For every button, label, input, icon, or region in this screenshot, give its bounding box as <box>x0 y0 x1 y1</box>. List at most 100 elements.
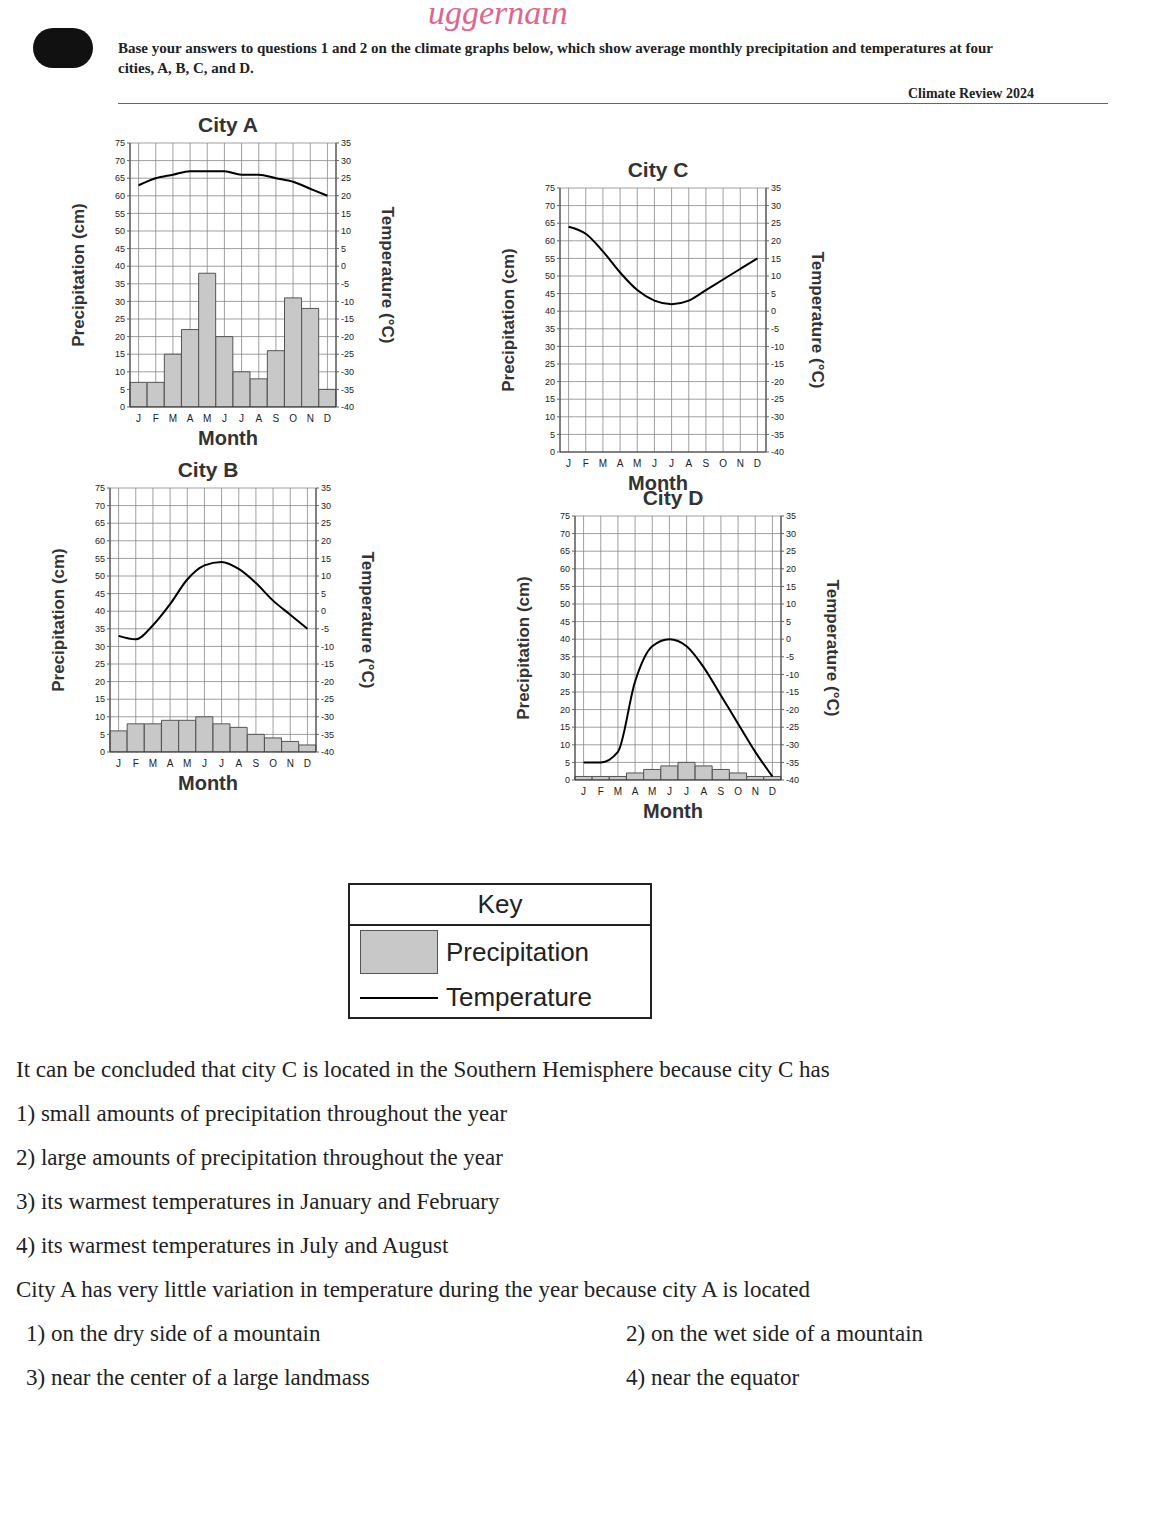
svg-text:70: 70 <box>545 201 555 211</box>
svg-text:30: 30 <box>786 529 796 539</box>
svg-text:-5: -5 <box>321 624 329 634</box>
svg-text:10: 10 <box>545 412 555 422</box>
svg-text:F: F <box>153 413 159 424</box>
svg-text:35: 35 <box>786 511 796 521</box>
svg-text:5: 5 <box>565 758 570 768</box>
svg-text:Temperature (°C): Temperature (°C) <box>823 580 842 717</box>
svg-text:35: 35 <box>560 652 570 662</box>
svg-text:55: 55 <box>115 209 125 219</box>
svg-text:65: 65 <box>545 218 555 228</box>
svg-text:M: M <box>648 786 656 797</box>
svg-text:30: 30 <box>545 342 555 352</box>
svg-text:A: A <box>167 758 174 769</box>
svg-text:-40: -40 <box>786 775 799 785</box>
svg-text:-20: -20 <box>321 677 334 687</box>
svg-text:Temperature (°C): Temperature (°C) <box>808 252 827 389</box>
svg-text:5: 5 <box>550 430 555 440</box>
svg-text:15: 15 <box>321 554 331 564</box>
svg-text:F: F <box>598 786 604 797</box>
svg-text:J: J <box>239 413 244 424</box>
svg-text:J: J <box>202 758 207 769</box>
svg-text:0: 0 <box>120 402 125 412</box>
svg-text:40: 40 <box>115 261 125 271</box>
svg-text:-5: -5 <box>786 652 794 662</box>
svg-text:J: J <box>219 758 224 769</box>
svg-text:55: 55 <box>95 554 105 564</box>
svg-text:Precipitation (cm): Precipitation (cm) <box>69 203 88 347</box>
svg-text:-35: -35 <box>341 385 354 395</box>
svg-text:J: J <box>581 786 586 797</box>
svg-text:50: 50 <box>545 271 555 281</box>
svg-text:J: J <box>669 458 674 469</box>
svg-text:60: 60 <box>95 536 105 546</box>
svg-text:15: 15 <box>771 254 781 264</box>
svg-text:D: D <box>304 758 311 769</box>
svg-text:O: O <box>719 458 727 469</box>
svg-text:35: 35 <box>341 138 351 148</box>
svg-text:A: A <box>255 413 262 424</box>
svg-text:N: N <box>307 413 314 424</box>
svg-text:J: J <box>684 786 689 797</box>
svg-text:-20: -20 <box>786 705 799 715</box>
svg-text:70: 70 <box>115 156 125 166</box>
svg-text:-30: -30 <box>321 712 334 722</box>
svg-text:S: S <box>273 413 280 424</box>
svg-text:A: A <box>235 758 242 769</box>
svg-text:-10: -10 <box>771 342 784 352</box>
svg-text:25: 25 <box>786 546 796 556</box>
svg-text:J: J <box>136 413 141 424</box>
svg-text:60: 60 <box>560 564 570 574</box>
svg-text:0: 0 <box>100 747 105 757</box>
svg-text:O: O <box>734 786 742 797</box>
svg-text:10: 10 <box>560 740 570 750</box>
svg-text:50: 50 <box>560 599 570 609</box>
svg-text:25: 25 <box>115 314 125 324</box>
svg-text:25: 25 <box>341 173 351 183</box>
svg-text:-25: -25 <box>786 722 799 732</box>
svg-text:10: 10 <box>95 712 105 722</box>
svg-text:15: 15 <box>95 694 105 704</box>
svg-text:J: J <box>652 458 657 469</box>
svg-text:30: 30 <box>115 297 125 307</box>
svg-text:75: 75 <box>115 138 125 148</box>
svg-text:10: 10 <box>321 571 331 581</box>
svg-text:40: 40 <box>95 606 105 616</box>
svg-text:10: 10 <box>341 226 351 236</box>
svg-text:60: 60 <box>115 191 125 201</box>
svg-text:65: 65 <box>95 518 105 528</box>
svg-text:-15: -15 <box>786 687 799 697</box>
svg-text:-40: -40 <box>321 747 334 757</box>
svg-text:55: 55 <box>545 254 555 264</box>
svg-text:35: 35 <box>771 183 781 193</box>
svg-text:O: O <box>269 758 277 769</box>
svg-text:F: F <box>133 758 139 769</box>
svg-text:-20: -20 <box>341 332 354 342</box>
svg-text:25: 25 <box>560 687 570 697</box>
svg-text:50: 50 <box>95 571 105 581</box>
svg-text:Temperature (°C): Temperature (°C) <box>378 207 397 344</box>
svg-text:-20: -20 <box>771 377 784 387</box>
svg-text:-40: -40 <box>771 447 784 457</box>
svg-text:5: 5 <box>341 244 346 254</box>
svg-text:20: 20 <box>341 191 351 201</box>
svg-text:-15: -15 <box>341 314 354 324</box>
svg-text:15: 15 <box>341 209 351 219</box>
svg-text:15: 15 <box>786 582 796 592</box>
svg-text:-30: -30 <box>771 412 784 422</box>
svg-text:5: 5 <box>786 617 791 627</box>
svg-text:-30: -30 <box>341 367 354 377</box>
svg-text:5: 5 <box>100 730 105 740</box>
svg-text:25: 25 <box>545 359 555 369</box>
svg-text:20: 20 <box>321 536 331 546</box>
svg-text:0: 0 <box>550 447 555 457</box>
svg-text:-10: -10 <box>321 642 334 652</box>
svg-text:M: M <box>149 758 157 769</box>
svg-text:N: N <box>752 786 759 797</box>
svg-text:5: 5 <box>120 385 125 395</box>
svg-text:M: M <box>183 758 191 769</box>
svg-text:0: 0 <box>565 775 570 785</box>
svg-text:75: 75 <box>95 483 105 493</box>
svg-text:O: O <box>289 413 297 424</box>
svg-text:M: M <box>599 458 607 469</box>
svg-text:15: 15 <box>545 394 555 404</box>
